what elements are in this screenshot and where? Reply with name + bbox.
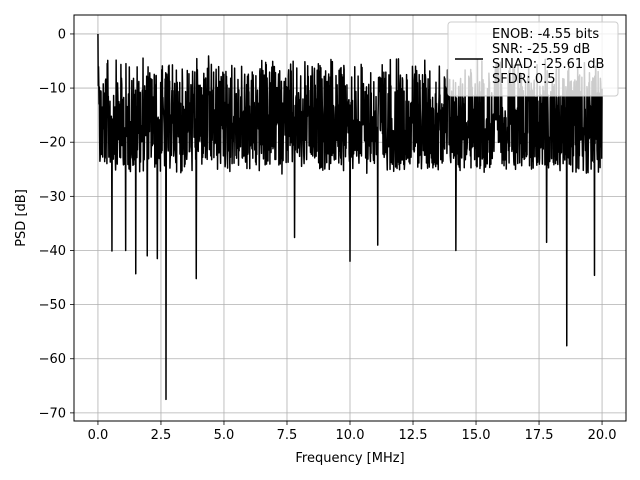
x-tick-label: 15.0: [462, 428, 491, 443]
x-axis-ticks: 0.0 2.5 5.0 7.5 10.0 12.5 15.0 17.5 20.0: [88, 421, 617, 443]
y-axis-ticks: 0 −10 −20 −30 −40 −50 −60 −70: [39, 27, 74, 421]
y-axis-label: PSD [dB]: [14, 189, 29, 247]
y-tick-label: −10: [39, 82, 66, 97]
y-tick-label: −70: [39, 406, 66, 421]
x-tick-label: 17.5: [525, 428, 554, 443]
legend-sinad: SINAD: -25.61 dB: [492, 57, 604, 72]
x-tick-label: 12.5: [399, 428, 428, 443]
y-tick-label: −40: [39, 244, 66, 259]
x-tick-label: 0.0: [88, 428, 109, 443]
y-tick-label: 0: [58, 27, 66, 42]
x-tick-label: 5.0: [214, 428, 235, 443]
y-tick-label: −50: [39, 298, 66, 313]
y-tick-label: −20: [39, 136, 66, 151]
x-axis-label: Frequency [MHz]: [295, 451, 404, 466]
y-tick-label: −60: [39, 352, 66, 367]
legend: ENOB: -4.55 bits SNR: -25.59 dB SINAD: -…: [447, 21, 619, 97]
legend-sfdr: SFDR: 0.5: [492, 72, 556, 87]
x-tick-label: 7.5: [277, 428, 298, 443]
legend-box: [447, 21, 619, 97]
y-tick-label: −30: [39, 190, 66, 205]
x-tick-label: 2.5: [151, 428, 172, 443]
legend-snr: SNR: -25.59 dB: [492, 42, 590, 57]
x-tick-label: 20.0: [588, 428, 617, 443]
x-tick-label: 10.0: [336, 428, 365, 443]
legend-enob: ENOB: -4.55 bits: [492, 27, 599, 42]
